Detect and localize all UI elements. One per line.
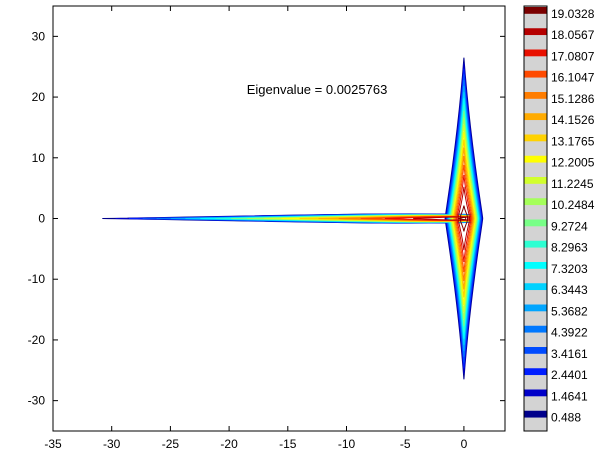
y-tick-label: 10 (32, 151, 46, 165)
colorbar-label: 15.1286 (551, 92, 595, 106)
colorbar-label: 7.3203 (551, 262, 588, 276)
colorbar-label: 4.3922 (551, 326, 588, 340)
contour-level-vertical (445, 68, 483, 369)
contour-lines (102, 57, 484, 380)
contour-level-vertical (453, 147, 475, 290)
y-tick-label: 0 (38, 212, 45, 226)
contour-level-vertical (452, 139, 475, 298)
colorbar-swatch (524, 28, 547, 36)
colorbar: 19.0328 18.0567 17.0807 16.1047 15.1286 14.15… (523, 5, 595, 432)
contour-level-vertical (450, 111, 478, 326)
colorbar-swatch (524, 283, 547, 291)
colorbar-swatch (524, 70, 547, 78)
colorbar-swatch (524, 219, 547, 227)
contour-level-vertical (451, 124, 477, 313)
contour-level-vertical (446, 74, 482, 363)
y-tick-label: 30 (32, 29, 46, 43)
colorbar-swatch (524, 410, 547, 418)
y-tick-label: 20 (32, 90, 46, 104)
colorbar-swatch (524, 198, 547, 206)
contour-level-vertical (452, 132, 476, 305)
colorbar-swatch (524, 240, 547, 248)
eigenvalue-annotation: Eigenvalue = 0.0025763 (247, 82, 388, 97)
colorbar-swatch (524, 368, 547, 376)
colorbar-swatch (524, 347, 547, 354)
colorbar-swatch (524, 155, 547, 163)
colorbar-swatch (524, 177, 547, 184)
colorbar-label: 5.3682 (551, 304, 588, 318)
x-tick-label: -20 (220, 437, 238, 451)
colorbar-swatch (524, 304, 547, 312)
contour-level-vertical (450, 117, 478, 320)
x-tick-label: -5 (400, 437, 411, 451)
plot-frame (52, 5, 506, 432)
colorbar-background (523, 5, 548, 432)
x-tick-label: -25 (162, 437, 180, 451)
x-tick-label: -30 (103, 437, 121, 451)
colorbar-swatch (524, 325, 547, 333)
contour-level-vertical (456, 174, 472, 263)
colorbar-swatch (524, 49, 547, 57)
contour-level-vertical (448, 98, 480, 339)
colorbar-label: 12.2005 (551, 156, 595, 170)
y-tick-label: -20 (28, 333, 46, 347)
x-axis: -35 -30 -25 -20 -15 -10 -5 0 (44, 6, 468, 451)
contour-level-horizontal (384, 216, 470, 221)
contour-level-vertical (445, 63, 483, 374)
colorbar-label: 10.2484 (551, 198, 595, 212)
contour-level-vertical (444, 57, 484, 380)
colorbar-label: 19.0328 (551, 7, 595, 21)
contour-level-horizontal (458, 216, 467, 221)
y-tick-label: -10 (28, 272, 46, 286)
colorbar-label: 18.0567 (551, 28, 595, 42)
contour-level-vertical (447, 86, 481, 351)
colorbar-label: 11.2245 (551, 177, 594, 191)
colorbar-swatch (524, 92, 547, 99)
colorbar-swatch (524, 7, 547, 14)
colorbar-label: 14.1526 (551, 113, 595, 127)
contour-level-vertical (446, 80, 481, 357)
colorbar-label: 6.3443 (551, 283, 588, 297)
contour-level-vertical (454, 155, 474, 282)
contour-level-vertical (457, 186, 471, 251)
x-tick-label: 0 (461, 437, 468, 451)
colorbar-label: 13.1765 (551, 134, 595, 148)
colorbar-label: 0.488 (551, 411, 581, 425)
contour-level-vertical (459, 205, 469, 232)
contour-level-vertical (448, 92, 480, 345)
y-axis: -30 -20 -10 0 10 20 30 (28, 29, 505, 408)
colorbar-swatch (524, 113, 547, 121)
colorbar-label: 2.4401 (551, 368, 588, 382)
x-tick-label: -10 (338, 437, 356, 451)
colorbar-frame (523, 5, 548, 432)
colorbar-label: 3.4161 (551, 347, 588, 361)
colorbar-swatch (524, 134, 547, 142)
contour-level-vertical (455, 164, 473, 273)
colorbar-label: 8.2963 (551, 241, 588, 255)
colorbar-label: 17.0807 (551, 49, 595, 63)
contour-level-vertical (449, 104, 479, 333)
x-tick-label: -15 (279, 437, 297, 451)
colorbar-label: 16.1047 (551, 71, 595, 85)
colorbar-swatch (524, 389, 547, 397)
colorbar-label: 1.4641 (551, 389, 588, 403)
y-tick-label: -30 (28, 394, 46, 408)
colorbar-label: 9.2724 (551, 219, 588, 233)
x-tick-label: -35 (44, 437, 62, 451)
colorbar-swatch (524, 262, 547, 269)
